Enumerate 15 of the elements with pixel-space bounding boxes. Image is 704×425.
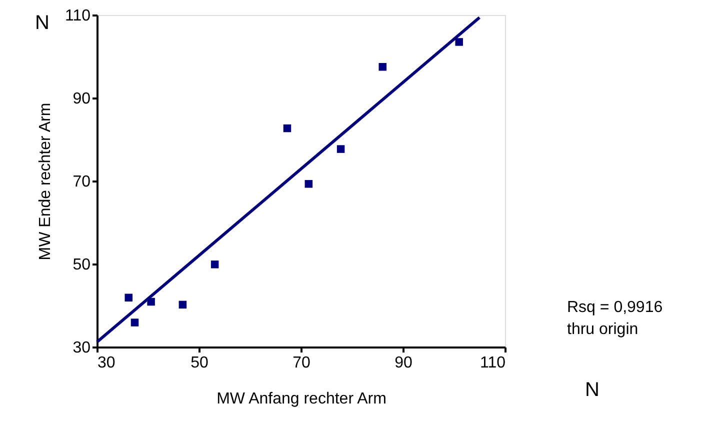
- x-tick-label: 30: [98, 354, 116, 372]
- x-tick-label: 70: [292, 354, 310, 372]
- text: Rsq = 0,9916 thru origin: [567, 299, 663, 338]
- y-tick-label: 90: [72, 90, 91, 108]
- text: N: [35, 12, 50, 34]
- y-tick-label: 30: [72, 340, 91, 356]
- x-axis-title: MW Anfang rechter Arm: [216, 390, 386, 408]
- text: N: [585, 379, 600, 401]
- x-tick-label: 50: [190, 354, 208, 372]
- y-tick-label: 110: [64, 8, 91, 24]
- x-tick-label: 110: [480, 354, 506, 372]
- y-tick-label: 70: [72, 174, 91, 190]
- y-axis-title: MW Ende rechter Arm: [36, 102, 54, 260]
- y-tick-label: 50: [72, 256, 91, 274]
- x-tick-label: 90: [394, 354, 412, 372]
